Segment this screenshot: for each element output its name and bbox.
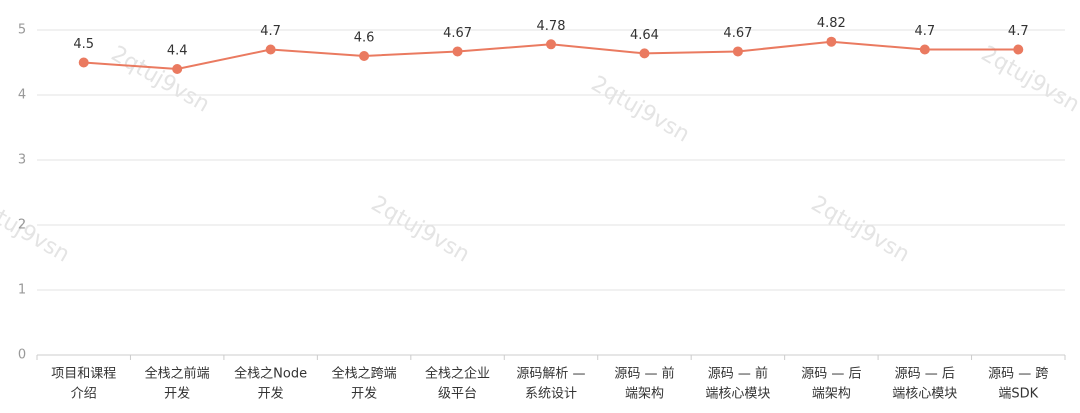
point (639, 48, 650, 59)
y-tick-label: 3 (18, 153, 26, 168)
point (732, 46, 743, 57)
data-label: 4.7 (260, 24, 281, 39)
x-tick-label: 系统设计 (525, 387, 577, 402)
x-tick-label: 开发 (164, 386, 190, 402)
x-tick-label: 源码解析 — (516, 367, 585, 382)
x-tick-label: 端SDK (998, 387, 1038, 402)
y-tick-label: 2 (18, 218, 26, 233)
watermark: 2qtuj9vsn (807, 191, 914, 267)
x-tick-label: 源码 — 前 (708, 366, 768, 382)
x-tick-label: 全栈之跨端 (332, 366, 397, 382)
data-label: 4.7 (1008, 24, 1029, 39)
y-tick-label: 1 (18, 283, 26, 298)
x-tick-label: 源码 — 后 (895, 367, 955, 382)
point (826, 36, 837, 47)
x-tick-label: 全栈之Node (234, 366, 307, 382)
data-label: 4.64 (630, 28, 659, 43)
y-tick-label: 0 (18, 348, 26, 363)
x-tick-label: 开发 (351, 386, 377, 402)
x-tick-label: 端架构 (625, 387, 664, 402)
x-tick-label: 源码 — 前 (614, 366, 674, 382)
watermark: 2qtuj9vsn (587, 71, 694, 147)
data-label: 4.4 (167, 44, 188, 59)
x-tick-label: 端核心模块 (705, 387, 770, 402)
x-tick-label: 源码 — 后 (801, 367, 861, 382)
data-label: 4.67 (723, 26, 752, 41)
data-label: 4.7 (914, 24, 935, 39)
x-tick-label: 全栈之企业 (425, 366, 490, 382)
x-tick-label: 项目和课程 (51, 367, 116, 382)
point (78, 57, 89, 68)
point (172, 64, 183, 74)
x-tick-label: 端核心模块 (892, 387, 957, 402)
point (1013, 44, 1024, 55)
y-tick-label: 5 (18, 23, 26, 38)
x-tick-label: 端架构 (812, 387, 851, 402)
watermark: 2qtuj9vsn (107, 41, 214, 117)
watermark: 2qtuj9vsn (0, 191, 74, 267)
point (546, 39, 556, 50)
data-label: 4.6 (354, 31, 375, 46)
point (359, 51, 370, 61)
x-tick-label: 全栈之前端 (145, 366, 210, 382)
y-tick-label: 4 (18, 88, 26, 103)
x-tick-label: 源码 — 跨 (988, 367, 1048, 382)
point (265, 44, 276, 55)
x-tick-label: 介绍 (71, 387, 97, 402)
data-label: 4.5 (73, 37, 94, 52)
x-tick-label: 开发 (258, 386, 284, 402)
x-tick-label: 级平台 (438, 387, 477, 402)
watermark: 2qtuj9vsn (977, 41, 1080, 117)
point (452, 46, 463, 57)
point (919, 44, 930, 55)
data-label: 4.82 (817, 16, 846, 31)
data-label: 4.78 (537, 19, 566, 34)
watermark: 2qtuj9vsn (367, 191, 474, 267)
data-label: 4.67 (443, 26, 472, 41)
